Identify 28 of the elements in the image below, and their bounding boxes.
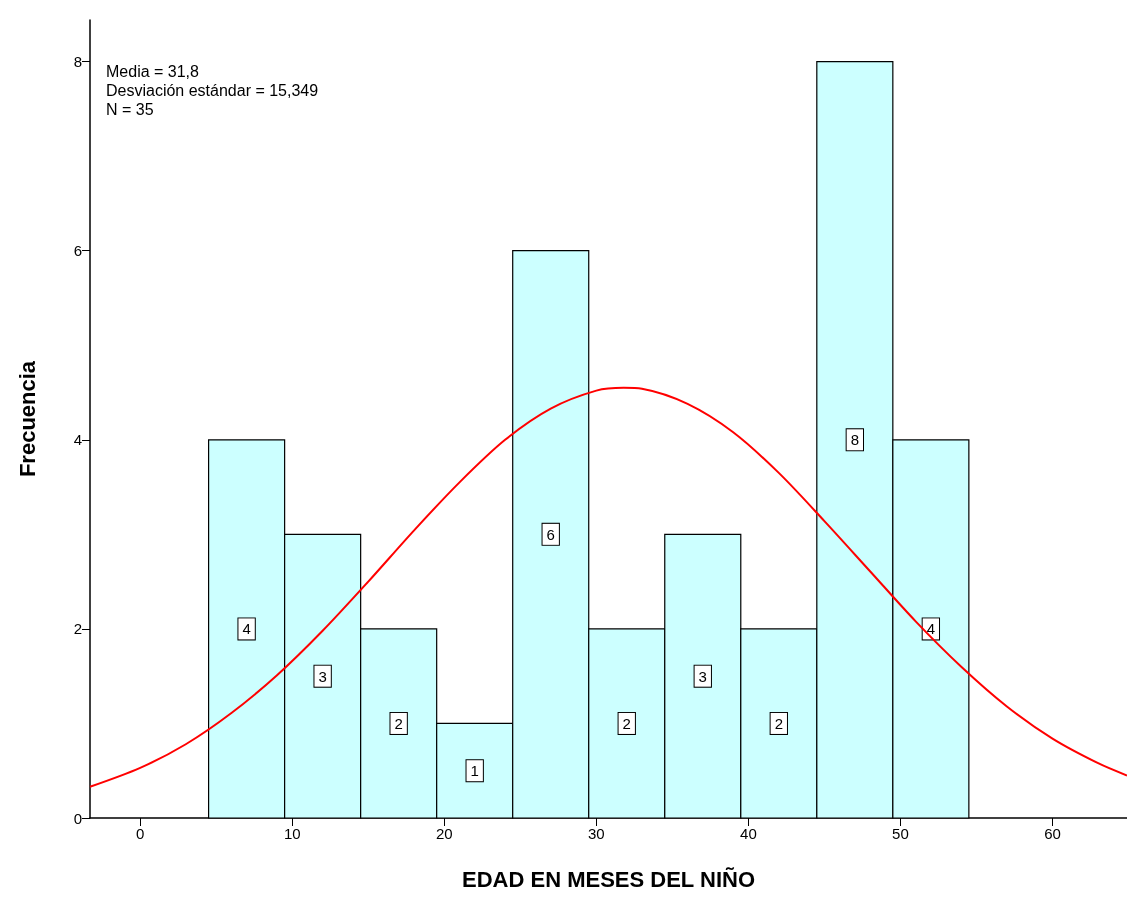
data-label: 8 <box>850 431 859 449</box>
x-axis-title: EDAD EN MESES DEL NIÑO <box>462 866 755 892</box>
data-label: 1 <box>470 762 479 780</box>
y-tick-label: 0 <box>73 809 82 827</box>
y-axis-title: Frecuencia <box>14 360 40 478</box>
data-label: 4 <box>926 620 936 638</box>
x-tick-label: 60 <box>1044 825 1061 842</box>
y-tick-label: 8 <box>73 53 82 71</box>
data-label: 3 <box>698 667 707 685</box>
data-label: 3 <box>318 667 327 685</box>
x-tick-label: 10 <box>283 825 301 842</box>
data-label: 2 <box>622 714 631 732</box>
x-tick-label: 40 <box>740 825 757 842</box>
x-tick-label: 20 <box>435 825 453 842</box>
x-tick-label: 0 <box>136 825 145 842</box>
y-tick-label: 2 <box>73 620 82 638</box>
y-tick-label: 4 <box>73 431 82 449</box>
data-label: 4 <box>242 620 251 638</box>
y-tick-label: 6 <box>73 242 82 260</box>
data-label: 2 <box>394 714 403 732</box>
data-label: 6 <box>546 525 555 543</box>
x-tick-label: 30 <box>587 825 605 842</box>
line-series <box>89 386 1127 788</box>
x-tick-label: 50 <box>892 825 909 842</box>
annotation: Media = 31,8 <box>106 62 200 80</box>
annotation: Desviación estándar = 15,349 <box>106 81 319 99</box>
annotation: N = 35 <box>106 100 154 118</box>
data-label: 2 <box>774 714 783 732</box>
